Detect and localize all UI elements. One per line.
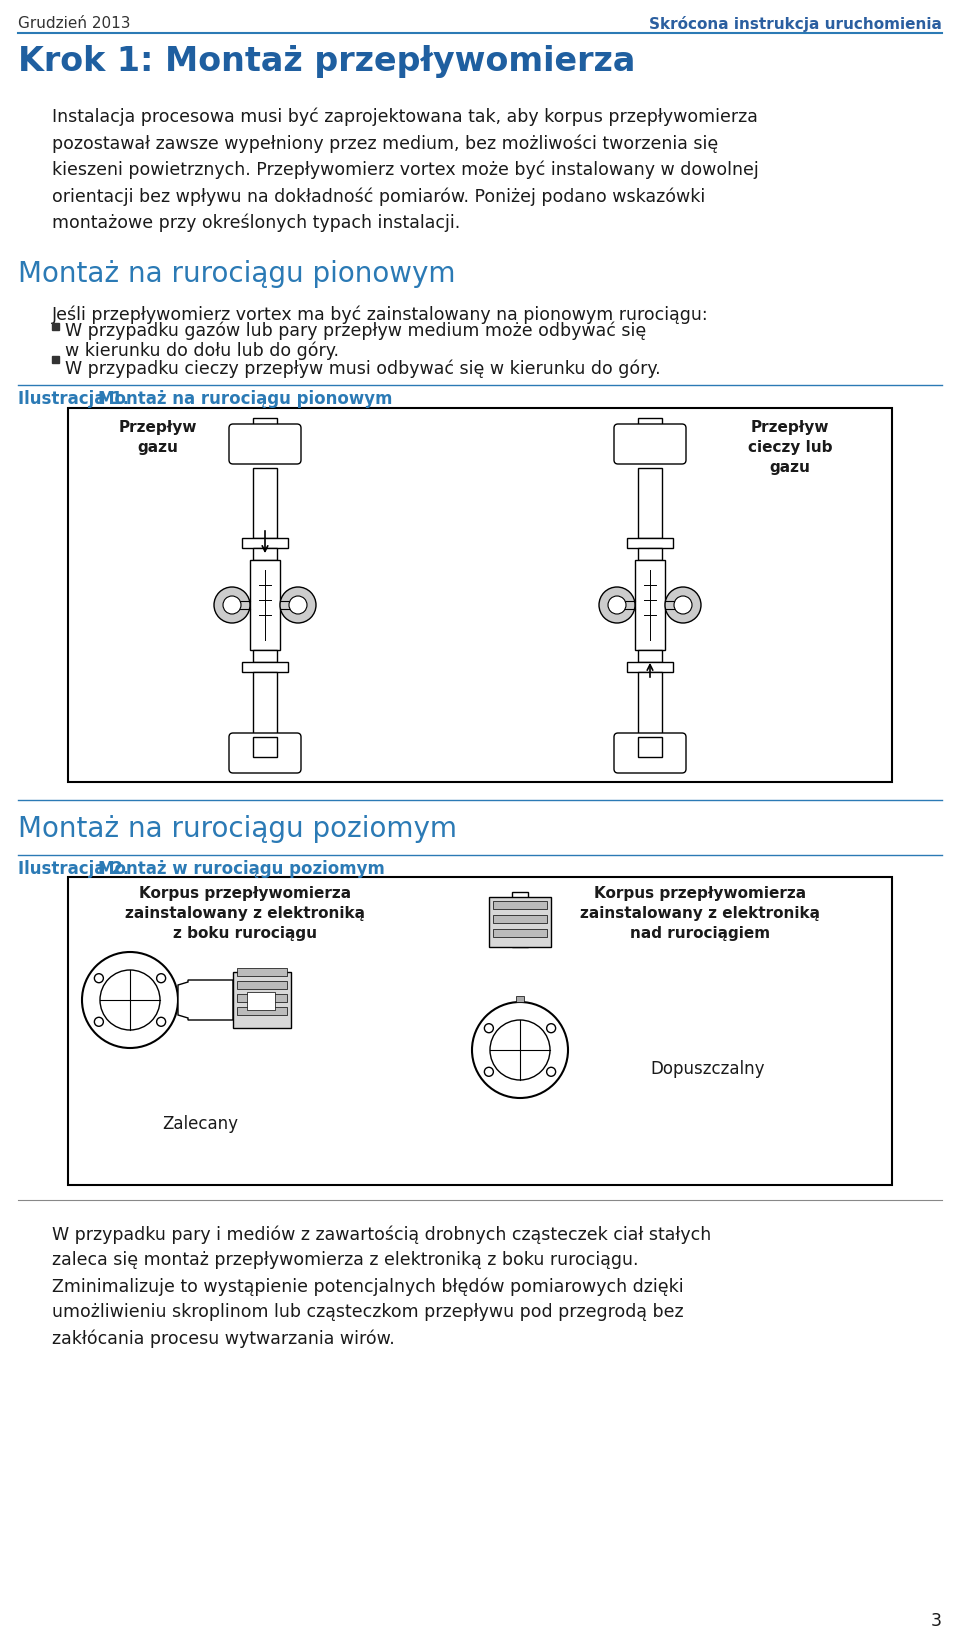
Bar	[68, 408, 892, 782]
Bar	[493, 929, 547, 937]
Bar	[638, 418, 662, 438]
Bar	[247, 991, 275, 1010]
Bar	[242, 662, 288, 672]
Circle shape	[82, 952, 178, 1047]
Bar	[638, 651, 662, 662]
Bar	[52, 356, 59, 362]
Bar	[253, 548, 277, 560]
Bar	[638, 548, 662, 560]
Bar	[253, 418, 277, 438]
Circle shape	[599, 586, 635, 623]
Bar	[237, 968, 287, 977]
Polygon shape	[178, 980, 233, 1019]
Text: Korpus przepływomierza
zainstalowany z elektroniką
nad rurociągiem: Korpus przepływomierza zainstalowany z e…	[580, 886, 820, 940]
Circle shape	[94, 973, 104, 983]
Circle shape	[665, 586, 701, 623]
Text: Instalacja procesowa musi być zaprojektowana tak, aby korpus przepływomierza
poz: Instalacja procesowa musi być zaprojekto…	[52, 109, 758, 232]
Circle shape	[490, 1019, 550, 1080]
Circle shape	[485, 1067, 493, 1075]
Bar	[68, 876, 892, 1184]
Text: W przypadku pary i mediów z zawartością drobnych cząsteczek ciał stałych
zaleca : W przypadku pary i mediów z zawartością …	[52, 1225, 711, 1347]
Bar	[638, 672, 662, 736]
Text: Skrócona instrukcja uruchomienia: Skrócona instrukcja uruchomienia	[649, 16, 942, 31]
Text: Grudzień 2013: Grudzień 2013	[18, 16, 131, 31]
Bar	[638, 468, 662, 539]
Bar	[253, 651, 277, 662]
Text: W przypadku gazów lub pary przepływ medium może odbywać się: W przypadku gazów lub pary przepływ medi…	[65, 323, 646, 341]
Bar	[237, 995, 287, 1001]
Circle shape	[485, 1024, 493, 1033]
Text: Dopuszczalny: Dopuszczalny	[650, 1061, 764, 1079]
Bar	[52, 323, 59, 329]
FancyBboxPatch shape	[229, 733, 301, 772]
Text: w kierunku do dołu lub do góry.: w kierunku do dołu lub do góry.	[65, 341, 339, 359]
Bar	[627, 662, 673, 672]
Circle shape	[223, 596, 241, 614]
Bar	[237, 1006, 287, 1015]
Bar	[638, 736, 662, 758]
Circle shape	[280, 586, 316, 623]
Text: Montaż na rurociągu poziomym: Montaż na rurociągu poziomym	[18, 815, 457, 843]
Bar	[489, 898, 551, 947]
Circle shape	[100, 970, 160, 1029]
Circle shape	[156, 1018, 166, 1026]
Circle shape	[94, 1018, 104, 1026]
Bar	[516, 996, 524, 1001]
Text: Montaż na rurociągu pionowym: Montaż na rurociągu pionowym	[18, 260, 455, 288]
Circle shape	[674, 596, 692, 614]
Bar	[253, 672, 277, 736]
Bar	[512, 893, 528, 947]
Text: 3: 3	[931, 1612, 942, 1631]
Bar	[627, 539, 673, 548]
FancyBboxPatch shape	[614, 423, 686, 464]
Text: Montaż w rurociągu poziomym: Montaż w rurociągu poziomym	[98, 860, 385, 878]
Bar	[233, 972, 291, 1028]
Text: Montaż na rurociągu pionowym: Montaż na rurociągu pionowym	[98, 390, 393, 408]
Bar	[635, 560, 665, 651]
FancyBboxPatch shape	[614, 733, 686, 772]
Text: Ilustracja 2.: Ilustracja 2.	[18, 860, 130, 878]
Circle shape	[546, 1067, 556, 1075]
Text: Jeśli przepływomierz vortex ma być zainstalowany na pionowym rurociągu:: Jeśli przepływomierz vortex ma być zains…	[52, 305, 708, 323]
Text: Korpus przepływomierza
zainstalowany z elektroniką
z boku rurociągu: Korpus przepływomierza zainstalowany z e…	[125, 886, 365, 940]
Circle shape	[289, 596, 307, 614]
Text: Krok 1: Montaż przepływomierza: Krok 1: Montaż przepływomierza	[18, 44, 636, 77]
Text: Przepływ
cieczy lub
gazu: Przepływ cieczy lub gazu	[748, 420, 832, 474]
Bar	[493, 901, 547, 909]
Bar	[253, 468, 277, 539]
Bar	[250, 560, 280, 651]
Bar	[665, 601, 683, 609]
Bar	[493, 916, 547, 922]
Circle shape	[156, 973, 166, 983]
FancyBboxPatch shape	[229, 423, 301, 464]
Text: Zalecany: Zalecany	[162, 1115, 238, 1133]
Bar	[253, 736, 277, 758]
Circle shape	[214, 586, 250, 623]
Circle shape	[546, 1024, 556, 1033]
Circle shape	[608, 596, 626, 614]
Circle shape	[472, 1001, 568, 1099]
Bar	[617, 601, 635, 609]
Text: W przypadku cieczy przepływ musi odbywać się w kierunku do góry.: W przypadku cieczy przepływ musi odbywać…	[65, 361, 660, 379]
Bar	[242, 539, 288, 548]
Text: Przepływ
gazu: Przepływ gazu	[119, 420, 197, 455]
Text: Ilustracja 1.: Ilustracja 1.	[18, 390, 129, 408]
Bar	[237, 982, 287, 988]
Bar	[280, 601, 298, 609]
Bar	[232, 601, 250, 609]
